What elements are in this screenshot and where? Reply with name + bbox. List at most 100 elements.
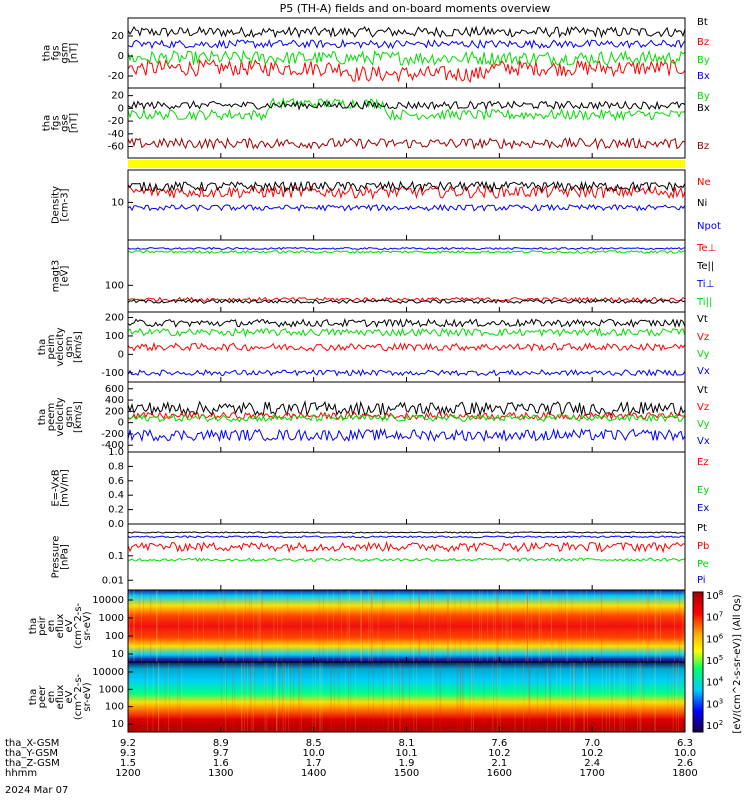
y-tick-label: 10 bbox=[111, 719, 124, 730]
x-axis-value: 8.5 bbox=[306, 738, 322, 749]
colorbar-label: [eV/(cm^2-s-sr-eV)] (All Qs) bbox=[732, 594, 743, 733]
x-axis-labels: tha_X-GSM 9.2 8.9 8.5 8.1 7.6 7.0 6.3 tha_Y-GSM 9… bbox=[5, 738, 698, 779]
legend-Ex: Ex bbox=[697, 503, 709, 514]
y-axis-label-line: peim bbox=[46, 334, 57, 359]
x-axis-value: 1.9 bbox=[399, 758, 415, 769]
y-tick-label: 1.0 bbox=[108, 447, 124, 458]
y-tick-label: 10000 bbox=[92, 667, 124, 678]
panel-peir_spectrogram: 10000 1000 100 10 thapeirenefluxeV(cm^2-s-sr… bbox=[28, 589, 686, 663]
y-axis-label: Density[cm-3] bbox=[51, 186, 71, 224]
series-line-Npot bbox=[127, 203, 686, 212]
y-axis-label-line: gsm bbox=[60, 42, 71, 63]
x-axis-value: 1.6 bbox=[213, 758, 229, 769]
y-tick-label: 10 bbox=[111, 197, 124, 208]
y-axis-label: thapeirenefluxeV(cm^2-s-sr-eV) bbox=[28, 602, 93, 649]
y-tick-label: 0.4 bbox=[108, 490, 124, 501]
panel-density: 10 Density[cm-3] Ne Ni Npot bbox=[51, 169, 721, 241]
quality-flag-bar bbox=[128, 160, 685, 168]
y-axis-label-line: tha bbox=[37, 409, 48, 425]
colorbar-scale bbox=[692, 591, 704, 733]
y-axis-label-line: peer bbox=[37, 685, 48, 709]
series-line-Vz bbox=[127, 411, 686, 421]
y-axis-label-line: tha bbox=[28, 618, 39, 634]
y-tick-label: 0.01 bbox=[102, 575, 124, 586]
y-axis-label-line: (cm^2-s- bbox=[73, 673, 84, 720]
series-line-Bz bbox=[127, 136, 686, 151]
y-tick-label: 100 bbox=[105, 280, 124, 291]
y-tick-label: 100 bbox=[105, 631, 124, 642]
spectrogram-image bbox=[128, 662, 685, 732]
y-tick-label: 0.0 bbox=[108, 519, 124, 530]
legend-Bt: Bt bbox=[697, 17, 708, 28]
x-axis-value: 10.2 bbox=[581, 748, 603, 759]
y-axis-label-line: Pressure bbox=[51, 536, 62, 579]
x-axis-value: 1.7 bbox=[306, 758, 322, 769]
x-axis-value: 6.3 bbox=[677, 738, 693, 749]
legend-Ne: Ne bbox=[697, 177, 711, 188]
x-axis-value: 1.5 bbox=[120, 758, 136, 769]
y-axis-label-line: fgs bbox=[51, 115, 62, 130]
legend-Ey: Ey bbox=[697, 485, 709, 496]
legend-Pt: Pt bbox=[697, 523, 707, 534]
panel-frame bbox=[127, 523, 686, 591]
colorbar-tick: 105 bbox=[706, 654, 723, 667]
legend-Vx: Vx bbox=[697, 436, 710, 447]
y-tick-label: 0.6 bbox=[108, 476, 124, 487]
colorbar-tick-exponent: 7 bbox=[719, 611, 723, 619]
y-axis-label-line: E=-VxB bbox=[51, 469, 62, 506]
series-line-Ni bbox=[127, 180, 686, 194]
y-tick-label: 200 bbox=[105, 406, 124, 417]
y-axis-label-line: magt3 bbox=[51, 260, 62, 293]
legend-Bx: Bx bbox=[697, 103, 710, 114]
y-tick-label: 0.1 bbox=[108, 551, 124, 562]
series-line-Pt bbox=[127, 531, 686, 534]
colorbar-tick-exponent: 5 bbox=[719, 654, 723, 662]
colorbar-tick: 107 bbox=[706, 611, 723, 624]
y-axis-label-line: tha bbox=[37, 339, 48, 355]
y-axis-label-line: [mV/m] bbox=[60, 469, 71, 507]
x-axis-value: 1700 bbox=[579, 768, 604, 779]
panel-fgs_gsm: 20 0 -20 thafgsgsm[nT] Bt Bz By Bx bbox=[42, 17, 710, 89]
figure-title: P5 (TH-A) fields and on-board moments ov… bbox=[280, 2, 551, 15]
series-line-Ti|| bbox=[127, 249, 686, 254]
y-tick-label: -40 bbox=[108, 129, 124, 140]
series-line-Pe bbox=[127, 557, 686, 562]
y-axis-label-line: Density bbox=[51, 186, 62, 224]
legend-Vx: Vx bbox=[697, 366, 710, 377]
x-axis-row-label: tha_Y-GSM bbox=[5, 748, 58, 759]
series-line-By bbox=[127, 96, 686, 122]
y-tick-label: -20 bbox=[108, 71, 124, 82]
series-line-Ne bbox=[128, 184, 686, 200]
colorbar-tick: 106 bbox=[706, 632, 724, 645]
y-axis-label-line: peir bbox=[37, 615, 48, 635]
y-axis-label: thapeemvelocitygsm[km/s] bbox=[37, 397, 84, 436]
x-axis-value: 1600 bbox=[487, 768, 512, 779]
panels-group: 200-20thafgsgsm[nT]BtBzByBx200-20-40-60t… bbox=[28, 17, 721, 733]
legend-Npot: Npot bbox=[697, 221, 721, 232]
x-axis-value: 10.0 bbox=[674, 748, 696, 759]
y-tick-label: 10 bbox=[111, 649, 124, 660]
y-axis-label-line: velocity bbox=[55, 397, 66, 436]
y-tick-label: 1000 bbox=[99, 684, 124, 695]
y-axis-label-line: [nPa] bbox=[60, 544, 71, 570]
y-axis-label-line: eflux bbox=[55, 685, 66, 710]
y-tick-label: 0 bbox=[118, 418, 124, 429]
y-axis-label-line: gse bbox=[60, 114, 71, 132]
series-line-Bz bbox=[127, 58, 686, 84]
legend-Vy: Vy bbox=[697, 349, 710, 360]
panel-efield: 1.0 0.8 0.6 0.4 0.2 0.0 E=-VxB[mV/m] Ez Ey Ex bbox=[51, 447, 710, 530]
y-tick-label: 1000 bbox=[99, 613, 124, 624]
colorbar-tick-exponent: 3 bbox=[719, 697, 723, 705]
legend-By: By bbox=[697, 91, 710, 102]
series-line-Pb bbox=[127, 540, 686, 554]
y-tick-label: 20 bbox=[111, 91, 124, 102]
y-axis-label: thafgsgsm[nT] bbox=[42, 42, 80, 63]
legend-Bx: Bx bbox=[697, 71, 710, 82]
y-axis-label: thafgsgse[nT] bbox=[42, 113, 80, 133]
x-axis-value: 2.4 bbox=[584, 758, 600, 769]
colorbar: 108 107 106 105 104 103 102 [eV/(cm^2-s-sr-eV)]… bbox=[692, 589, 743, 734]
y-tick-label: 600 bbox=[105, 384, 124, 395]
x-axis-value: 1300 bbox=[208, 768, 233, 779]
y-tick-label: -400 bbox=[101, 440, 124, 451]
